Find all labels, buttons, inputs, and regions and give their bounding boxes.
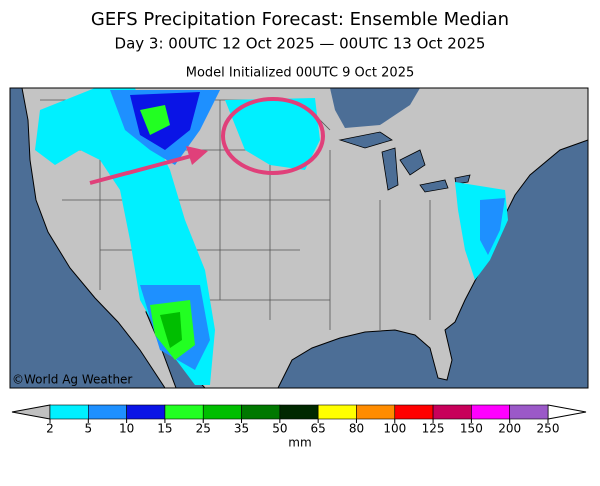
great-lakes [338,131,471,193]
precip [35,88,508,385]
colorbar-tick-label: 150 [460,422,483,436]
title: GEFS Precipitation Forecast: Ensemble Me… [91,9,509,30]
colorbar-segment [356,404,396,420]
colorbar-tick-label: 10 [119,422,134,436]
colorbar-tick-label: 2 [46,422,54,436]
colorbar-segment [432,404,472,420]
colorbar-tick-label: 200 [498,422,521,436]
colorbar-tick-label: 25 [196,422,211,436]
colorbar-over [547,404,587,420]
colorbar-segment [88,404,127,420]
colorbar-segment [279,404,319,420]
colorbar-segment [126,404,166,420]
hudson-water [330,88,420,128]
colorbar-tick-label: 65 [311,422,326,436]
map: ©World Ag Weather [9,87,589,389]
highlight-circle [221,97,325,175]
credit: ©World Ag Weather [12,373,132,387]
precip-area [480,198,505,255]
colorbar-tick-label: 125 [422,422,445,436]
subtitle: Day 3: 00UTC 12 Oct 2025 — 00UTC 13 Oct … [115,35,486,53]
map-frame [9,87,589,389]
colorbar-unit: mm [288,436,311,450]
precip-area [225,98,320,170]
colorbar-tick-label: 50 [272,422,287,436]
colorbar-tick-label: 80 [349,422,364,436]
colorbar-tick-label: 250 [537,422,560,436]
precip-area [140,105,170,135]
colorbar-segment [164,404,204,420]
colorbar-segment [241,404,281,420]
colorbar-tick-label: 15 [157,422,172,436]
colorbar: 2 5 10 15 25 35 50 65 80 100 125 150 200 250 [11,404,587,436]
arrow-head [186,146,208,165]
colorbar-segment [471,404,510,420]
colorbar-segment [317,404,357,420]
precip-area [160,312,182,348]
colorbar-tick-label: 100 [383,422,406,436]
init-time: Model Initialized 00UTC 9 Oct 2025 [186,66,415,81]
colorbar-segment [49,404,89,420]
colorbar-under [11,404,51,420]
arrow [89,153,196,185]
colorbar-segment [509,404,549,420]
colorbar-tick-label: 5 [84,422,92,436]
colorbar-segment [202,404,242,420]
colorbar-tick-label: 35 [234,422,249,436]
colorbar-segment [394,404,434,420]
